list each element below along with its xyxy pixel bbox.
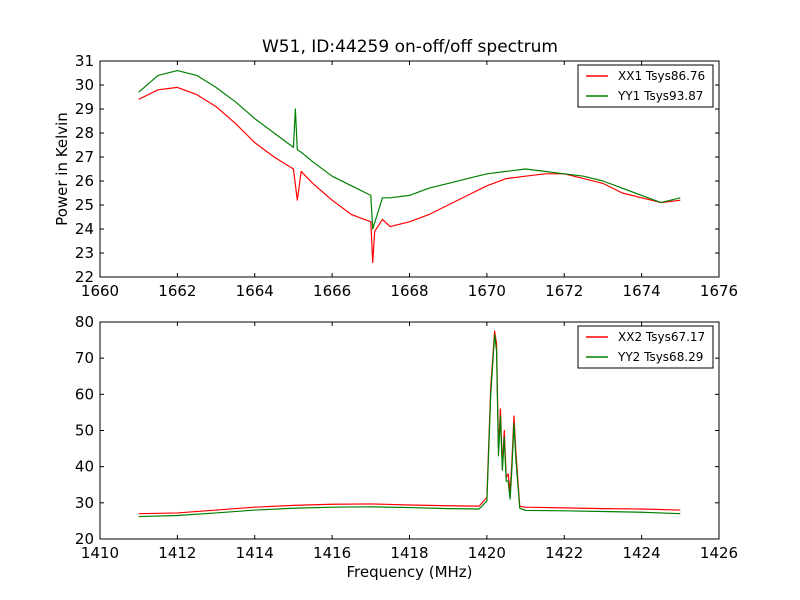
plot-panel-1: 1660 1662 1664 1666 1668 1670 1672 1674 1676 22 23… xyxy=(53,52,738,300)
legend-label: YY2 Tsys68.29 xyxy=(617,350,703,364)
x-tick-label: 1676 xyxy=(700,282,738,300)
x-tick-label: 1410 xyxy=(81,544,119,562)
y-tick-label: 22 xyxy=(75,268,94,286)
y-tick-label: 29 xyxy=(75,100,94,118)
legend-label: XX1 Tsys86.76 xyxy=(618,69,705,83)
x-tick-label: 1416 xyxy=(313,544,351,562)
x-tick-label: 1664 xyxy=(236,282,274,300)
series-line-1-2 xyxy=(138,69,681,230)
x-tick-label: 1424 xyxy=(623,544,661,562)
x-tick-label: 1420 xyxy=(468,544,506,562)
series-line-1-1 xyxy=(138,86,681,264)
legend-label: YY1 Tsys93.87 xyxy=(617,89,703,103)
y-tick-label: 30 xyxy=(75,494,94,512)
x-tick-label: 1674 xyxy=(623,282,661,300)
y-axis-label: Power in Kelvin xyxy=(53,112,71,226)
y-tick-label: 40 xyxy=(75,458,94,476)
y-tick-label: 25 xyxy=(75,196,94,214)
y-tick-label: 28 xyxy=(75,124,94,142)
x-tick-label: 1670 xyxy=(468,282,506,300)
y-tick-label: 60 xyxy=(75,385,94,403)
x-tick-label: 1414 xyxy=(236,544,274,562)
plot-panel-2: 1410 1412 1414 1416 1418 1420 1422 1424 1426 20 30… xyxy=(75,313,738,581)
y-tick-label: 26 xyxy=(75,172,94,190)
x-axis-label: Frequency (MHz) xyxy=(346,563,472,581)
y-tick-label: 24 xyxy=(75,220,94,238)
chart-title: W51, ID:44259 on-off/off spectrum xyxy=(262,37,558,57)
legend: XX2 Tsys67.17 YY2 Tsys68.29 xyxy=(577,325,714,369)
y-tick-label: 20 xyxy=(75,530,94,548)
y-tick-label: 31 xyxy=(75,52,94,70)
y-tick-label: 30 xyxy=(75,76,94,94)
x-tick-label: 1662 xyxy=(158,282,196,300)
x-tick-label: 1418 xyxy=(390,544,428,562)
series-line-2-2 xyxy=(138,334,681,518)
legend: XX1 Tsys86.76 YY1 Tsys93.87 xyxy=(577,64,714,108)
x-tick-label: 1426 xyxy=(700,544,738,562)
legend-label: XX2 Tsys67.17 xyxy=(618,330,705,344)
x-tick-label: 1422 xyxy=(545,544,583,562)
legend-box xyxy=(577,325,714,369)
x-tick-label: 1672 xyxy=(545,282,583,300)
x-tick-label: 1666 xyxy=(313,282,351,300)
x-tick-label: 1660 xyxy=(81,282,119,300)
x-tick-label: 1668 xyxy=(390,282,428,300)
y-tick-label: 70 xyxy=(75,349,94,367)
y-tick-label: 27 xyxy=(75,148,94,166)
y-tick-label: 23 xyxy=(75,244,94,262)
y-tick-label: 50 xyxy=(75,422,94,440)
legend-box xyxy=(577,64,714,108)
x-tick-label: 1412 xyxy=(158,544,196,562)
y-tick-label: 80 xyxy=(75,313,94,331)
